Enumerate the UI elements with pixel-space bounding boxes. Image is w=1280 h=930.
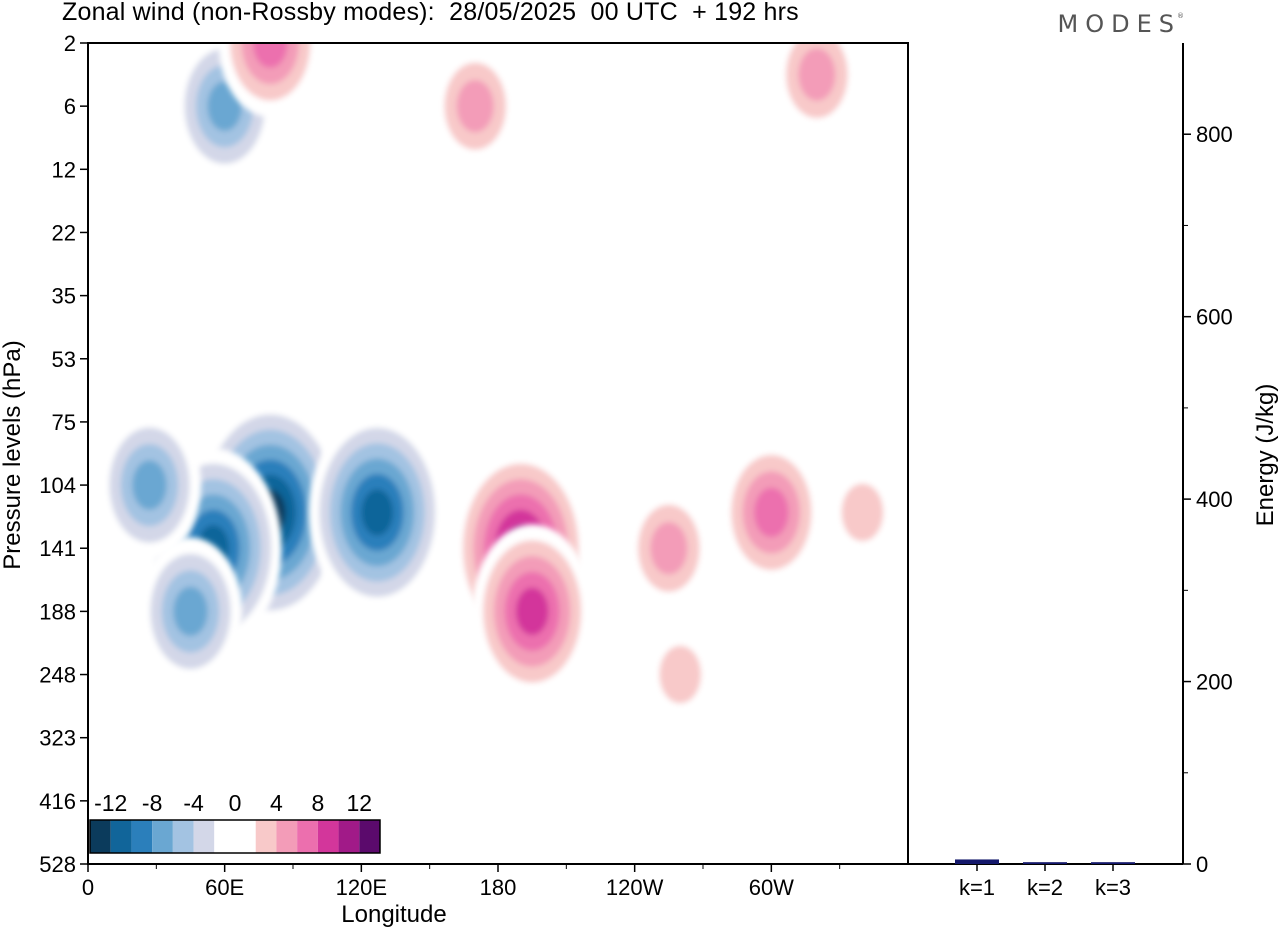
x-tick-label: 60W bbox=[749, 875, 794, 900]
colorbar-tick-label: -12 bbox=[94, 790, 127, 816]
x-tick-label: 60E bbox=[205, 875, 244, 900]
y-tick-label: 12 bbox=[52, 157, 76, 182]
colorbar-segment bbox=[90, 820, 111, 853]
y-tick-label: 53 bbox=[52, 347, 76, 372]
colorbar-segment bbox=[110, 820, 132, 853]
x-tick-label: 0 bbox=[82, 875, 94, 900]
x-axis: 0 60E 120E 180 120W 60W Longitude bbox=[82, 864, 841, 928]
heatmap-contour bbox=[173, 586, 208, 637]
heatmap-feature bbox=[773, 43, 861, 136]
colorbar-segment bbox=[131, 820, 153, 853]
heatmap-contour bbox=[253, 43, 288, 68]
x-axis-label: Longitude bbox=[341, 901, 446, 928]
colorbar-segment bbox=[338, 820, 360, 853]
heatmap-contour bbox=[456, 80, 494, 133]
y-tick-label: 248 bbox=[39, 663, 76, 688]
energy-bar bbox=[1091, 862, 1135, 864]
colorbar-segment bbox=[317, 820, 339, 853]
heatmap-field bbox=[88, 43, 908, 864]
colorbar-tick-label: -4 bbox=[183, 790, 204, 816]
heatmap-feature bbox=[827, 464, 898, 561]
colorbar: -12 -8 -4 0 4 8 12 bbox=[89, 790, 381, 854]
y-tick-label: 6 bbox=[64, 94, 76, 119]
y-tick-label: 416 bbox=[39, 789, 76, 814]
y-tick-label: 2 bbox=[64, 31, 76, 56]
heatmap-feature bbox=[138, 537, 243, 686]
energy-axis-label: Energy (J/kg) bbox=[1252, 384, 1279, 527]
colorbar-border bbox=[89, 819, 381, 854]
heatmap-contour bbox=[798, 48, 836, 101]
heatmap-contour bbox=[132, 460, 167, 510]
energy-tick-label: 200 bbox=[1196, 670, 1233, 695]
colorbar-segment bbox=[193, 820, 215, 853]
heatmap-contour bbox=[754, 487, 789, 538]
energy-tick-label: 400 bbox=[1196, 487, 1233, 512]
energy-tick-label: 800 bbox=[1196, 122, 1233, 147]
x-tick-label: 120W bbox=[606, 875, 664, 900]
heatmap-feature bbox=[308, 412, 446, 613]
colorbar-segment bbox=[235, 820, 256, 853]
y-axis: 2 6 12 22 35 53 75 104 141 188 248 323 416 528 Pressur… bbox=[0, 31, 88, 877]
colorbar-tick-label: -8 bbox=[142, 790, 162, 816]
energy-tick-label: 600 bbox=[1196, 305, 1233, 330]
heatmap-feature bbox=[97, 411, 202, 560]
bar-category-label: k=1 bbox=[959, 875, 995, 900]
energy-bar-chart: 0 200 400 600 800 Energy (J/kg) k=1 k=2 k=3 bbox=[907, 43, 1279, 900]
x-tick-label: 180 bbox=[480, 875, 517, 900]
y-tick-label: 22 bbox=[52, 220, 76, 245]
heatmap-contour bbox=[361, 489, 394, 536]
modes-logo: MODES® bbox=[1057, 10, 1184, 38]
heatmap-contour bbox=[659, 645, 702, 704]
colorbar-tick-label: 0 bbox=[229, 790, 242, 816]
heatmap-feature bbox=[472, 524, 593, 699]
heatmap-contour bbox=[841, 483, 884, 542]
y-tick-label: 104 bbox=[39, 473, 76, 498]
heatmap-feature bbox=[432, 45, 519, 168]
heatmap-contour bbox=[650, 522, 688, 575]
colorbar-segment bbox=[297, 820, 318, 853]
colorbar-segment bbox=[152, 820, 173, 853]
y-tick-label: 35 bbox=[52, 284, 76, 309]
colorbar-segment bbox=[214, 820, 235, 853]
heatmap-feature bbox=[625, 487, 713, 610]
y-tick-label: 188 bbox=[39, 599, 76, 624]
heatmap-feature bbox=[218, 43, 322, 117]
colorbar-segment bbox=[276, 820, 298, 853]
bar-category-label: k=3 bbox=[1095, 875, 1131, 900]
y-tick-label: 75 bbox=[52, 410, 76, 435]
bar-category-label: k=2 bbox=[1027, 875, 1063, 900]
colorbar-tick-label: 4 bbox=[270, 790, 283, 816]
logo-text: MODES bbox=[1057, 10, 1181, 38]
y-tick-label: 528 bbox=[39, 852, 76, 877]
heatmap-contour bbox=[515, 587, 549, 636]
colorbar-tick-label: 12 bbox=[346, 790, 372, 816]
colorbar-segment bbox=[359, 820, 380, 853]
energy-bar bbox=[955, 859, 999, 864]
colorbar-segment bbox=[172, 820, 194, 853]
y-axis-label: Pressure levels (hPa) bbox=[0, 340, 26, 569]
colorbar-tick-label: 8 bbox=[311, 790, 324, 816]
y-tick-label: 141 bbox=[39, 536, 76, 561]
chart-title: Zonal wind (non-Rossby modes): 28/05/202… bbox=[62, 0, 799, 26]
x-tick-label: 120E bbox=[336, 875, 387, 900]
heatmap-feature bbox=[645, 626, 716, 723]
y-tick-label: 323 bbox=[39, 726, 76, 751]
colorbar-segment bbox=[255, 820, 277, 853]
energy-tick-label: 0 bbox=[1196, 852, 1208, 877]
energy-bar bbox=[1023, 862, 1067, 864]
heatmap-feature bbox=[719, 438, 823, 587]
